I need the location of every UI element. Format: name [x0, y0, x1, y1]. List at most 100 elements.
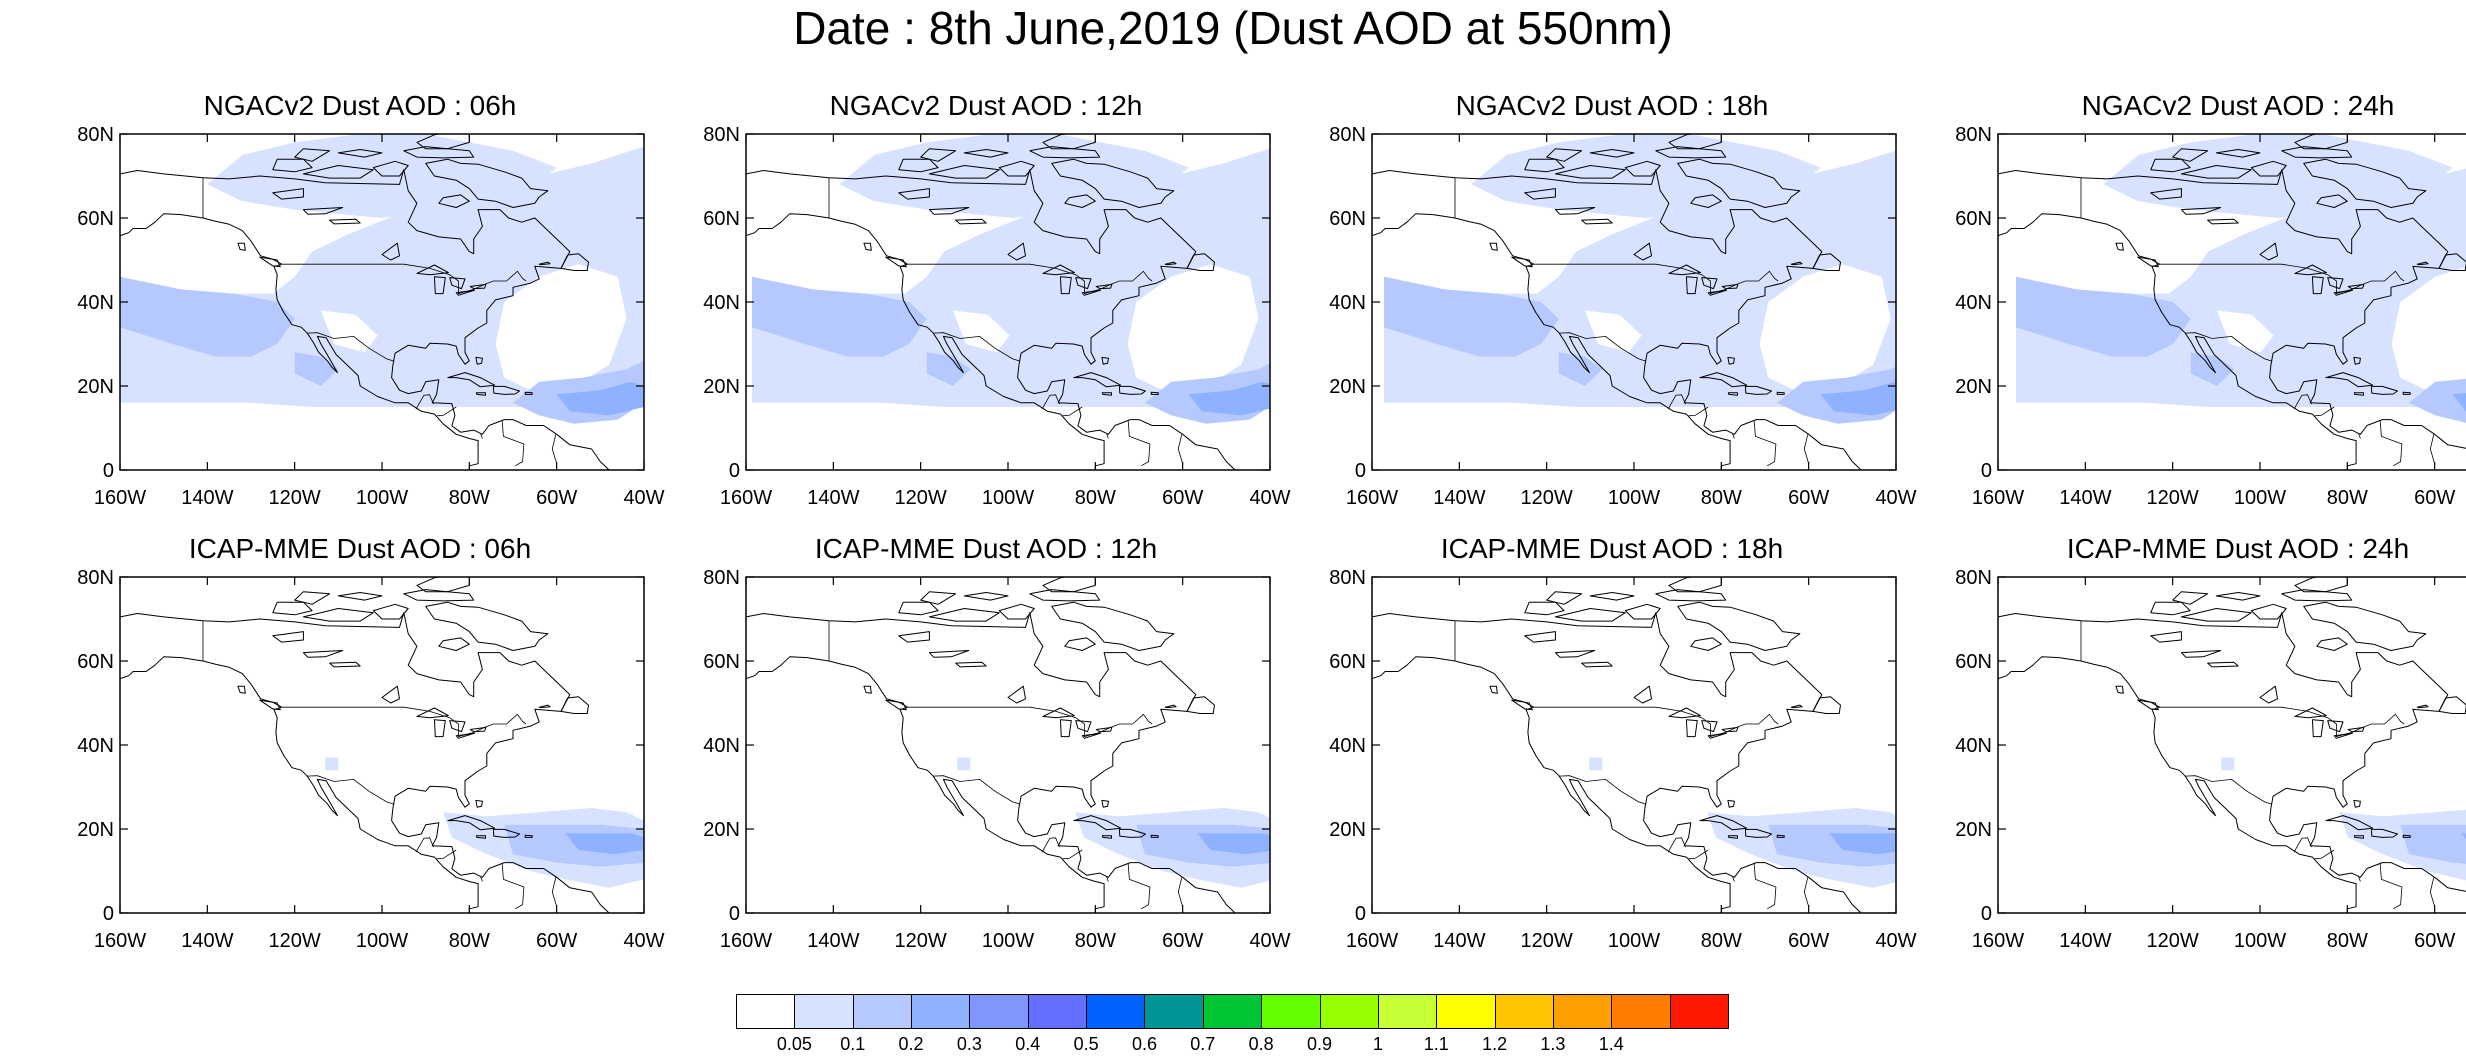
- lat-tick-label: 0: [103, 903, 114, 925]
- colorbar-swatch: [1027, 994, 1088, 1029]
- lake-outline: [928, 650, 970, 658]
- country-border: [933, 775, 1021, 805]
- lon-tick-label: 120W: [2147, 930, 2199, 952]
- island-outline: [1186, 696, 1215, 714]
- island-outline: [2180, 165, 2252, 179]
- country-border: [2185, 775, 2273, 805]
- colorbar-label: 0.2: [898, 1034, 924, 1054]
- country-border: [2358, 433, 2361, 439]
- lat-tick-label: 60N: [1955, 208, 1992, 230]
- island-outline: [1812, 253, 1841, 271]
- lake-outline: [329, 218, 361, 225]
- continent-outline: [120, 169, 612, 470]
- lake-outline: [1581, 661, 1613, 668]
- island-outline: [372, 160, 409, 177]
- lon-tick-label: 40W: [1249, 487, 1290, 509]
- country-border: [1732, 433, 1735, 439]
- lat-tick-label: 60N: [1955, 651, 1992, 673]
- dust-region: [2400, 824, 2466, 864]
- continent-outline: [746, 612, 1238, 913]
- island-outline: [2281, 589, 2353, 602]
- island-outline: [1101, 799, 1109, 808]
- island-outline: [337, 592, 383, 601]
- axis-ticks: 80N 60N 40N 20N 0 160W 140W 120W 100W 80W 60W 40W: [1329, 567, 1916, 952]
- lake-outline: [433, 719, 446, 738]
- lon-tick-label: 120W: [895, 930, 947, 952]
- island-outline: [928, 608, 1000, 622]
- dust-region: [926, 352, 971, 386]
- dust-region: [556, 381, 644, 416]
- colorbar-label: 0.05: [776, 1034, 812, 1054]
- lat-tick-label: 0: [729, 903, 740, 925]
- colorbar-swatch: [1611, 994, 1671, 1029]
- map-layers: [120, 134, 644, 470]
- lake-outline: [1075, 720, 1092, 733]
- country-border: [933, 332, 1021, 362]
- country-border: [2185, 332, 2273, 362]
- lon-tick-label: 60W: [536, 930, 577, 952]
- island-outline: [1164, 704, 1177, 709]
- country-border: [1688, 849, 1709, 860]
- country-border: [2379, 419, 2403, 467]
- lat-tick-label: 40N: [703, 292, 740, 314]
- dust-region: [495, 264, 627, 391]
- country-border: [1753, 862, 1777, 910]
- lat-tick-label: 40N: [1329, 292, 1366, 314]
- country-border: [2314, 406, 2335, 417]
- island-outline: [1744, 385, 1772, 395]
- island-outline: [1655, 146, 1727, 159]
- map-panel-icap-24: ICAP-MME Dust AOD : 24h 80N 60N 40N 20N 0 160W…: [1938, 533, 2466, 973]
- island-outline: [2215, 149, 2261, 158]
- lake-outline: [1633, 685, 1652, 704]
- country-border: [415, 837, 434, 853]
- colorbar-swatch: [1494, 994, 1554, 1029]
- island-outline: [2150, 601, 2191, 616]
- island-outline: [475, 799, 483, 808]
- colorbar-label: 0.1: [840, 1034, 866, 1054]
- dust-region: [2391, 266, 2466, 391]
- island-outline: [237, 242, 246, 251]
- island-outline: [1524, 601, 1565, 616]
- dust-region: [1759, 264, 1891, 391]
- colorbar-label: 0.4: [1015, 1034, 1041, 1054]
- country-border: [1062, 406, 1083, 417]
- lon-tick-label: 140W: [1433, 487, 1485, 509]
- lat-tick-label: 40N: [1955, 735, 1992, 757]
- lake-outline: [1524, 631, 1556, 643]
- lon-tick-label: 140W: [2059, 930, 2111, 952]
- country-border: [2293, 837, 2312, 853]
- colorbar-label: 1.2: [1482, 1034, 1508, 1054]
- island-outline: [272, 601, 313, 616]
- lake-outline: [1685, 719, 1698, 738]
- coastlines: [1372, 134, 1864, 470]
- lat-tick-label: 40N: [77, 292, 114, 314]
- island-outline: [920, 591, 957, 605]
- lon-tick-label: 60W: [2414, 487, 2455, 509]
- island-outline: [1776, 834, 1785, 838]
- island-outline: [1118, 385, 1146, 395]
- country-border: [1803, 877, 1810, 907]
- island-outline: [425, 601, 549, 651]
- lon-tick-label: 160W: [1346, 930, 1398, 952]
- lat-tick-label: 20N: [1329, 819, 1366, 841]
- dust-region: [1188, 381, 1270, 416]
- lake-outline: [1095, 283, 1113, 290]
- island-outline: [2370, 828, 2398, 838]
- lat-tick-label: 20N: [703, 376, 740, 398]
- coastlines: [120, 577, 612, 913]
- dust-region: [1584, 310, 1642, 353]
- island-outline: [1489, 242, 1498, 251]
- lon-tick-label: 60W: [2414, 930, 2455, 952]
- island-outline: [237, 685, 246, 694]
- lake-outline: [1685, 276, 1698, 295]
- lake-outline: [1059, 719, 1072, 738]
- country-border: [2379, 862, 2403, 910]
- country-border: [415, 394, 434, 410]
- island-outline: [560, 696, 589, 714]
- island-outline: [524, 391, 533, 395]
- lat-tick-label: 20N: [703, 819, 740, 841]
- lon-tick-label: 100W: [2234, 487, 2286, 509]
- colorbar-label: 1.4: [1598, 1034, 1624, 1054]
